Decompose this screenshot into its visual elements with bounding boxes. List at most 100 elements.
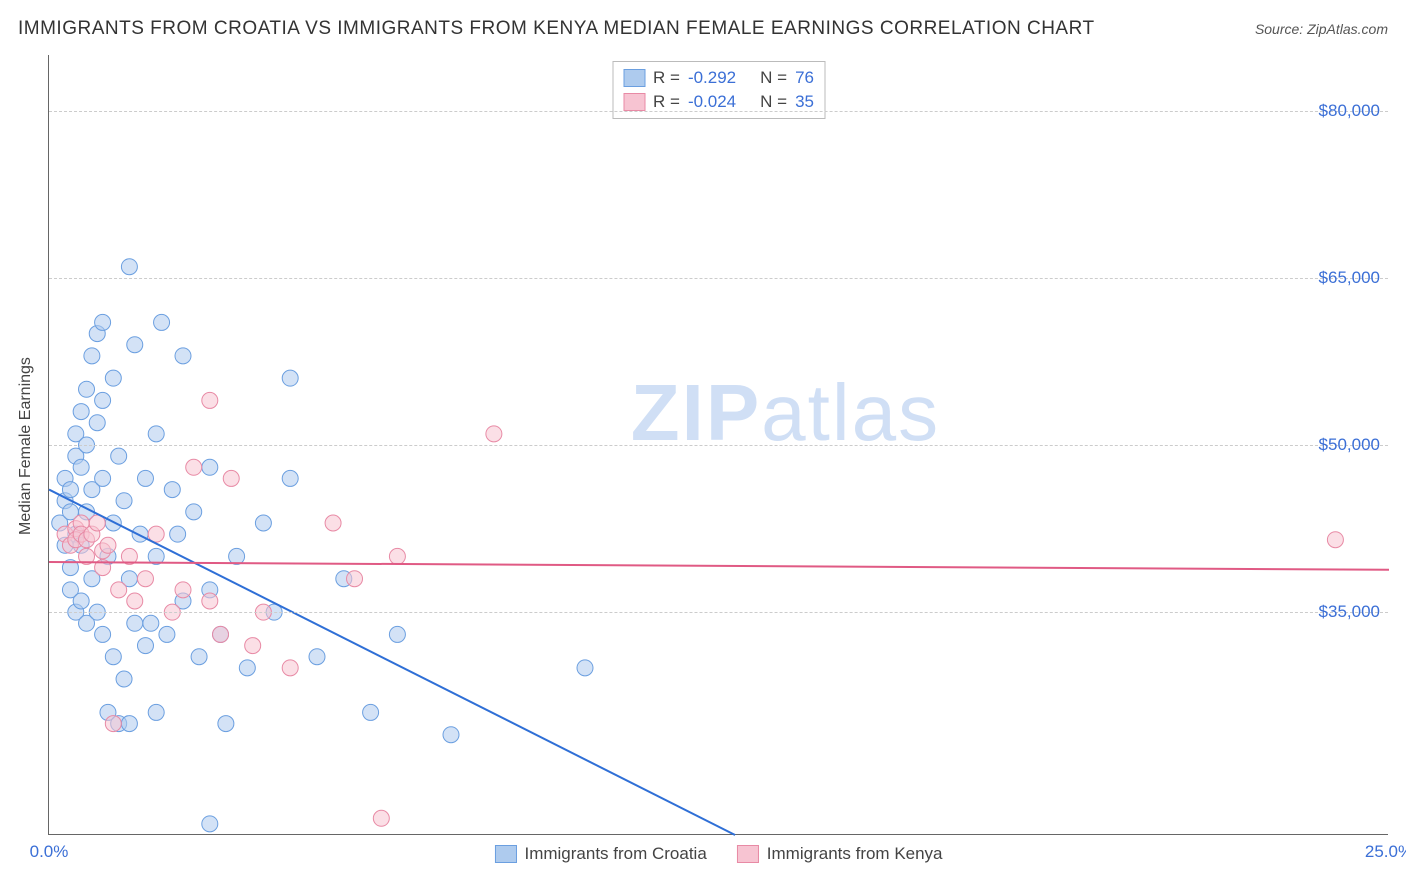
data-point xyxy=(121,716,137,732)
legend-swatch xyxy=(737,845,759,863)
data-point xyxy=(282,470,298,486)
y-axis-label: Median Female Earnings xyxy=(17,357,35,535)
data-point xyxy=(389,548,405,564)
xtick-label: 0.0% xyxy=(30,842,69,862)
data-point xyxy=(239,660,255,676)
data-point xyxy=(175,582,191,598)
data-point xyxy=(105,370,121,386)
data-point xyxy=(486,426,502,442)
data-point xyxy=(186,504,202,520)
data-point xyxy=(121,259,137,275)
data-point xyxy=(89,415,105,431)
chart-title: IMMIGRANTS FROM CROATIA VS IMMIGRANTS FR… xyxy=(18,18,1095,40)
title-bar: IMMIGRANTS FROM CROATIA VS IMMIGRANTS FR… xyxy=(18,18,1388,40)
gridline xyxy=(49,278,1388,279)
legend-item: Immigrants from Croatia xyxy=(494,844,706,864)
legend-swatch xyxy=(494,845,516,863)
data-point xyxy=(363,704,379,720)
data-point xyxy=(111,582,127,598)
legend-swatch xyxy=(623,69,645,87)
ytick-label: $65,000 xyxy=(1319,268,1380,288)
ytick-label: $50,000 xyxy=(1319,435,1380,455)
data-point xyxy=(95,470,111,486)
gridline xyxy=(49,445,1388,446)
r-label: R = xyxy=(653,68,680,88)
legend-label: Immigrants from Kenya xyxy=(767,844,943,864)
data-point xyxy=(95,626,111,642)
data-point xyxy=(191,649,207,665)
data-point xyxy=(577,660,593,676)
gridline xyxy=(49,111,1388,112)
legend-row: R = -0.292 N = 76 xyxy=(623,66,814,90)
data-point xyxy=(105,716,121,732)
data-point xyxy=(229,548,245,564)
n-value: 76 xyxy=(795,68,814,88)
data-point xyxy=(100,537,116,553)
data-point xyxy=(170,526,186,542)
data-point xyxy=(137,470,153,486)
data-point xyxy=(62,482,78,498)
legend-swatch xyxy=(623,93,645,111)
data-point xyxy=(1327,532,1343,548)
data-point xyxy=(137,638,153,654)
data-point xyxy=(111,448,127,464)
data-point xyxy=(105,649,121,665)
r-value: -0.292 xyxy=(688,68,736,88)
data-point xyxy=(127,337,143,353)
data-point xyxy=(186,459,202,475)
legend-label: Immigrants from Croatia xyxy=(524,844,706,864)
data-point xyxy=(202,392,218,408)
data-point xyxy=(202,459,218,475)
data-point xyxy=(84,348,100,364)
n-label: N = xyxy=(760,92,787,112)
data-point xyxy=(159,626,175,642)
data-point xyxy=(245,638,261,654)
source-label: Source: ZipAtlas.com xyxy=(1255,21,1388,37)
r-value: -0.024 xyxy=(688,92,736,112)
data-point xyxy=(202,816,218,832)
data-point xyxy=(175,348,191,364)
data-point xyxy=(347,571,363,587)
legend-item: Immigrants from Kenya xyxy=(737,844,943,864)
data-point xyxy=(132,526,148,542)
data-point xyxy=(79,381,95,397)
series-legend: Immigrants from Croatia Immigrants from K… xyxy=(494,844,942,864)
data-point xyxy=(95,392,111,408)
data-point xyxy=(389,626,405,642)
data-point xyxy=(73,593,89,609)
data-point xyxy=(116,493,132,509)
data-point xyxy=(443,727,459,743)
n-label: N = xyxy=(760,68,787,88)
data-point xyxy=(164,482,180,498)
ytick-label: $80,000 xyxy=(1319,101,1380,121)
data-point xyxy=(154,314,170,330)
plot-area: ZIPatlas R =-0.292N =76R =-0.024N =35 Im… xyxy=(48,55,1388,835)
data-point xyxy=(255,515,271,531)
data-point xyxy=(223,470,239,486)
data-point xyxy=(116,671,132,687)
data-point xyxy=(282,370,298,386)
xtick-label: 25.0% xyxy=(1365,842,1406,862)
data-point xyxy=(73,404,89,420)
data-point xyxy=(309,649,325,665)
r-label: R = xyxy=(653,92,680,112)
data-point xyxy=(148,704,164,720)
data-point xyxy=(202,593,218,609)
data-point xyxy=(127,615,143,631)
n-value: 35 xyxy=(795,92,814,112)
data-point xyxy=(73,459,89,475)
ytick-label: $35,000 xyxy=(1319,602,1380,622)
data-point xyxy=(325,515,341,531)
data-point xyxy=(143,615,159,631)
data-point xyxy=(95,314,111,330)
data-point xyxy=(148,426,164,442)
gridline xyxy=(49,612,1388,613)
data-point xyxy=(218,716,234,732)
data-point xyxy=(137,571,153,587)
data-point xyxy=(213,626,229,642)
data-point xyxy=(127,593,143,609)
data-point xyxy=(373,810,389,826)
trend-line xyxy=(49,490,735,835)
data-point xyxy=(282,660,298,676)
trend-line xyxy=(49,562,1389,570)
